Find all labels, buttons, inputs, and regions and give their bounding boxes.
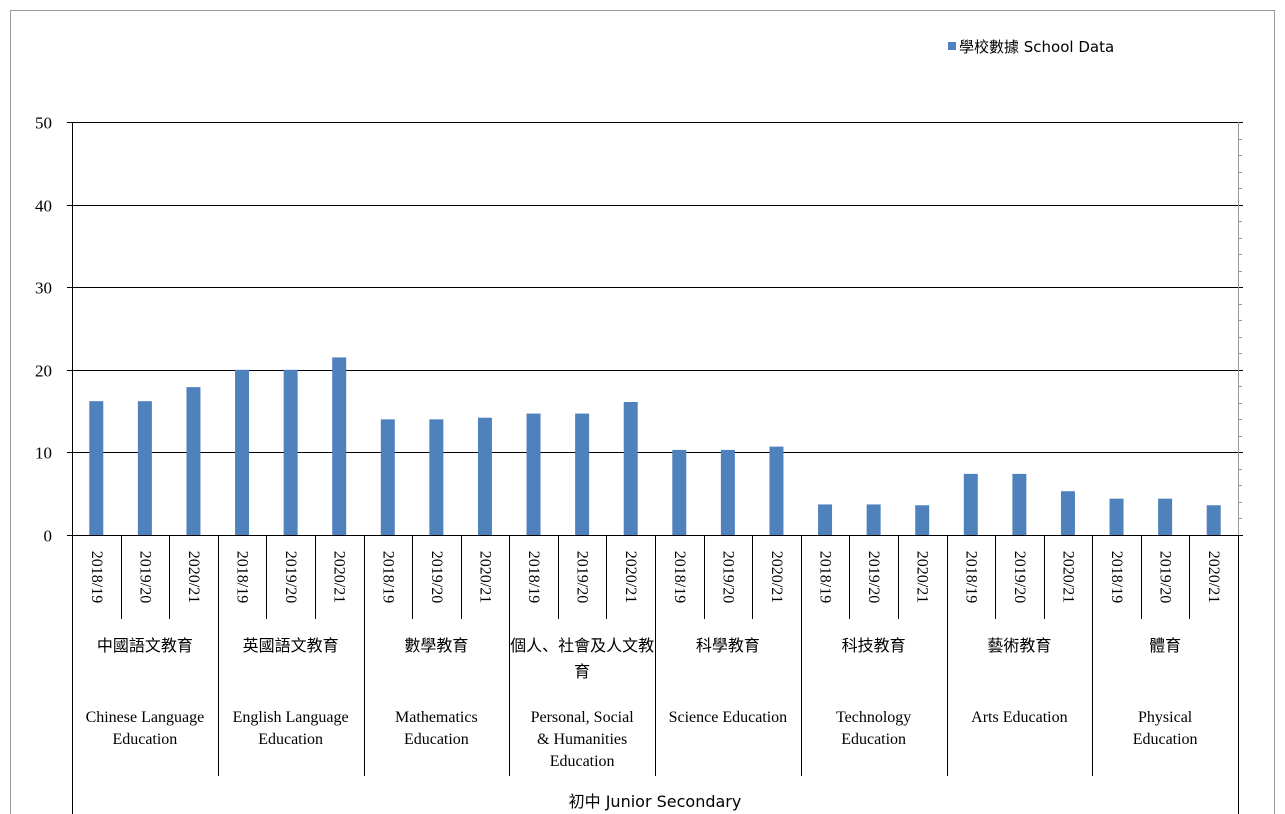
x-tick-label: 2018/19 bbox=[234, 551, 251, 603]
bar bbox=[915, 505, 930, 535]
x-tick-label: 2018/19 bbox=[379, 551, 396, 603]
axes: 0 10 20 30 40 50 bbox=[35, 114, 1243, 546]
x-tick-label: 2019/20 bbox=[428, 551, 445, 603]
legend: 學校數據 School Data bbox=[948, 38, 1114, 56]
bar bbox=[429, 419, 444, 535]
group-label-en: Chinese Language bbox=[86, 709, 205, 726]
group-label-en: Education bbox=[404, 731, 469, 748]
category-axis: 2018/19 2019/20 2020/21 2018/19 2019/20 2020/… bbox=[72, 535, 1239, 814]
group-label-zh: 中國語文教育 bbox=[97, 636, 193, 655]
y-tick-label: 10 bbox=[35, 444, 52, 463]
y-tick-label: 30 bbox=[35, 279, 52, 298]
group-label-en: Education bbox=[550, 753, 615, 770]
group-label-en: Education bbox=[258, 731, 323, 748]
x-tick-label: 2020/21 bbox=[914, 551, 931, 603]
bar bbox=[575, 413, 590, 535]
group-label-en: English Language bbox=[233, 709, 349, 726]
x-tick-label: 2019/20 bbox=[1157, 551, 1174, 603]
bar bbox=[1109, 498, 1124, 535]
bar bbox=[186, 387, 201, 535]
legend-swatch bbox=[948, 42, 956, 50]
level-label: 初中 Junior Secondary bbox=[569, 792, 742, 811]
y-tick-label: 0 bbox=[44, 527, 53, 546]
bar bbox=[963, 473, 978, 535]
group-label-zh: 體育 bbox=[1149, 636, 1181, 655]
bar bbox=[380, 419, 395, 535]
x-tick-label: 2018/19 bbox=[1108, 551, 1125, 603]
group-label-en: Physical bbox=[1138, 709, 1193, 726]
x-tick-label: 2020/21 bbox=[768, 551, 785, 603]
bar bbox=[235, 369, 250, 535]
legend-label: 學校數據 School Data bbox=[959, 38, 1114, 56]
x-tick-label: 2018/19 bbox=[817, 551, 834, 603]
x-tick-label: 2019/20 bbox=[136, 551, 153, 603]
group-label-en: Mathematics bbox=[395, 709, 478, 726]
group-label-en: Education bbox=[112, 731, 177, 748]
group-label-zh: 科技教育 bbox=[842, 636, 906, 655]
x-tick-label: 2018/19 bbox=[962, 551, 979, 603]
x-tick-label: 2018/19 bbox=[671, 551, 688, 603]
x-tick-label: 2019/20 bbox=[865, 551, 882, 603]
x-tick-label: 2020/21 bbox=[476, 551, 493, 603]
group-label-en: Science Education bbox=[669, 709, 788, 726]
bar bbox=[623, 402, 638, 535]
group-label-zh: 個人、社會及人文教 bbox=[510, 636, 654, 655]
group-label-zh: 科學教育 bbox=[696, 636, 760, 655]
bar bbox=[137, 401, 152, 535]
bar bbox=[720, 449, 735, 535]
group-label-en: Personal, Social bbox=[531, 709, 635, 726]
group-label-en: Technology bbox=[836, 709, 911, 726]
x-tick-label: 2019/20 bbox=[574, 551, 591, 603]
group-label-zh: 數學教育 bbox=[404, 636, 468, 655]
x-tick-label: 2020/21 bbox=[622, 551, 639, 603]
x-tick-label: 2019/20 bbox=[719, 551, 736, 603]
group-label-en: Education bbox=[1133, 731, 1198, 748]
x-tick-label: 2020/21 bbox=[331, 551, 348, 603]
chart-border bbox=[10, 10, 1275, 814]
bars bbox=[89, 357, 1221, 535]
bar bbox=[818, 504, 833, 535]
bar bbox=[1060, 491, 1075, 535]
bar bbox=[769, 446, 784, 535]
y-tick-label: 50 bbox=[35, 114, 52, 133]
group-label-en: & Humanities bbox=[537, 731, 627, 748]
x-tick-label: 2019/20 bbox=[1011, 551, 1028, 603]
bar bbox=[866, 504, 881, 535]
x-tick-label: 2020/21 bbox=[185, 551, 202, 603]
bar bbox=[477, 417, 492, 535]
group-label-en: Education bbox=[841, 731, 906, 748]
bar bbox=[526, 413, 541, 535]
group-label-zh: 英國語文教育 bbox=[243, 636, 339, 655]
gridlines bbox=[72, 122, 1238, 453]
y-tick-label: 20 bbox=[35, 362, 52, 381]
bar bbox=[1206, 505, 1221, 535]
bar bbox=[89, 401, 104, 535]
x-tick-label: 2018/19 bbox=[88, 551, 105, 603]
group-label-zh: 藝術教育 bbox=[987, 636, 1051, 655]
bar bbox=[283, 369, 298, 535]
y-tick-label: 40 bbox=[35, 197, 52, 216]
x-tick-label: 2019/20 bbox=[282, 551, 299, 603]
group-label-zh: 育 bbox=[574, 662, 590, 681]
bar bbox=[672, 449, 687, 535]
x-tick-label: 2020/21 bbox=[1205, 551, 1222, 603]
x-tick-label: 2020/21 bbox=[1059, 551, 1076, 603]
bar bbox=[332, 357, 347, 535]
bar bbox=[1012, 473, 1027, 535]
bar bbox=[1158, 498, 1173, 535]
x-tick-label: 2018/19 bbox=[525, 551, 542, 603]
group-label-en: Arts Education bbox=[971, 709, 1067, 726]
